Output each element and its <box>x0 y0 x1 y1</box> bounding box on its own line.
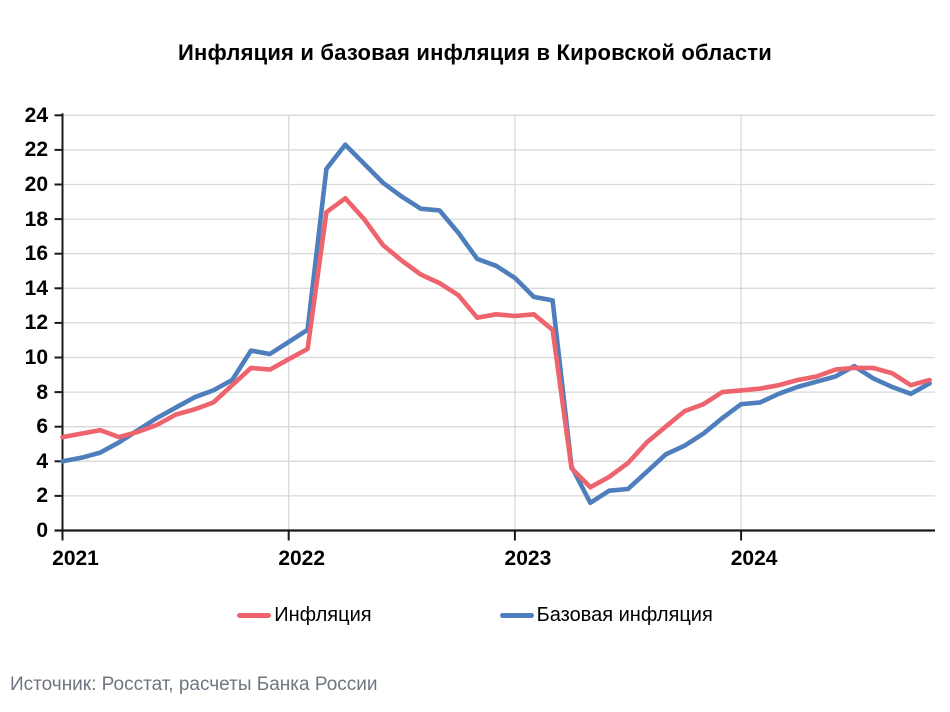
x-axis-label: 2021 <box>52 547 99 570</box>
x-axis-label: 2022 <box>278 547 326 570</box>
y-axis-label: 4 <box>36 449 48 473</box>
legend-label-core-inflation: Базовая инфляция <box>536 604 713 626</box>
y-axis-label: 24 <box>24 103 48 127</box>
y-axis-label: 2 <box>36 484 48 508</box>
chart-title: Инфляция и базовая инфляция в Кировской … <box>177 40 772 65</box>
series-lines <box>60 142 932 506</box>
inflation-line <box>60 196 932 490</box>
inflation-line-swatch <box>237 613 272 618</box>
axes <box>54 113 935 541</box>
core-inflation-line <box>60 142 932 506</box>
x-axis-label: 2024 <box>730 547 778 570</box>
y-axis-label: 10 <box>24 346 48 369</box>
gridlines <box>62 114 935 531</box>
x-axis-label: 2023 <box>504 547 552 570</box>
source-note: Источник: Росстат, расчеты Банка России <box>10 674 378 695</box>
y-axis-label: 20 <box>24 173 48 196</box>
y-axis-label: 6 <box>36 415 48 439</box>
y-axis-label: 16 <box>24 242 48 266</box>
y-axis-label: 18 <box>24 207 48 231</box>
core-inflation-line-swatch <box>499 613 534 618</box>
legend-item-inflation: Инфляция <box>237 604 372 627</box>
y-axis-label: 22 <box>24 138 48 162</box>
y-axis-label: 0 <box>36 519 48 542</box>
legend-item-core-inflation: Базовая инфляция <box>499 604 713 627</box>
legend: Инфляция Базовая инфляция <box>0 604 950 627</box>
y-axis-label: 14 <box>24 276 48 300</box>
legend-label-inflation: Инфляция <box>274 604 372 626</box>
y-axis-label: 8 <box>36 380 48 404</box>
y-axis-label: 12 <box>24 311 48 335</box>
